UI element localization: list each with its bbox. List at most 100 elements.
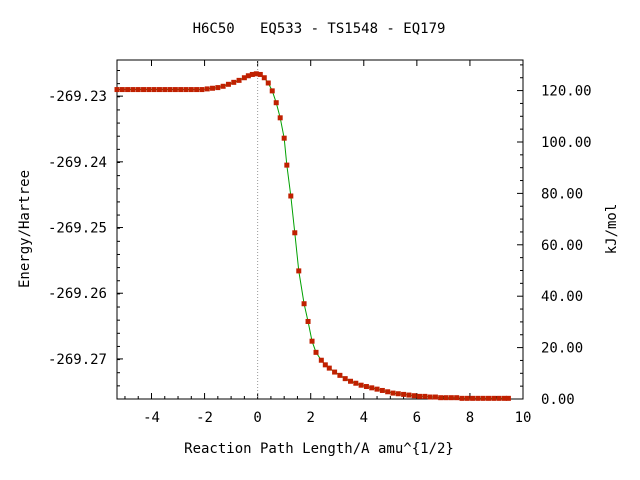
y2-tick-label: 80.00 xyxy=(541,186,583,202)
data-point xyxy=(204,86,210,92)
data-point xyxy=(292,230,298,236)
y2-tick-label: 100.00 xyxy=(541,135,592,151)
y-tick-label: -269.27 xyxy=(48,352,107,368)
data-point xyxy=(411,393,417,399)
data-point xyxy=(199,87,205,93)
data-point xyxy=(241,75,247,81)
data-point xyxy=(358,382,364,388)
data-point xyxy=(236,77,242,83)
data-point xyxy=(249,71,255,77)
data-point xyxy=(348,378,354,384)
data-point xyxy=(146,87,152,93)
x-axis-label: Reaction Path Length/A amu^{1/2} xyxy=(184,441,454,457)
y2-tick-label: 120.00 xyxy=(541,84,592,100)
data-point xyxy=(395,391,401,397)
data-point xyxy=(210,85,216,91)
data-point xyxy=(454,395,460,401)
data-point xyxy=(322,362,328,368)
data-point xyxy=(385,389,391,395)
data-point xyxy=(265,80,271,86)
data-point xyxy=(337,372,343,378)
series-layer xyxy=(114,60,511,401)
data-point xyxy=(284,162,290,168)
data-point xyxy=(288,193,294,199)
data-point xyxy=(480,395,486,401)
data-point xyxy=(183,87,189,93)
data-point xyxy=(374,386,380,392)
data-point xyxy=(363,384,369,390)
data-point xyxy=(496,395,502,401)
y2-tick-label: 60.00 xyxy=(541,238,583,254)
data-point xyxy=(135,87,141,93)
data-point xyxy=(277,115,283,121)
data-point xyxy=(318,357,324,363)
data-point xyxy=(443,395,449,401)
y-tick-label: -269.23 xyxy=(48,89,107,105)
data-point xyxy=(406,392,412,398)
data-point xyxy=(501,395,507,401)
x-tick-label: 6 xyxy=(413,410,421,426)
y-axis-label: Energy/Hartree xyxy=(17,170,33,288)
data-point xyxy=(167,87,173,93)
data-point xyxy=(326,365,332,371)
data-point xyxy=(301,301,307,307)
data-point xyxy=(353,380,359,386)
data-point xyxy=(369,385,375,391)
data-point xyxy=(332,369,338,375)
x-tick-label: 2 xyxy=(306,410,314,426)
data-point xyxy=(253,71,259,77)
y2-tick-label: 40.00 xyxy=(541,289,583,305)
data-point xyxy=(464,395,470,401)
data-point xyxy=(130,87,136,93)
y2-tick-label: 20.00 xyxy=(541,341,583,357)
data-point xyxy=(269,88,275,94)
data-point xyxy=(273,100,279,106)
ticks-layer: -4 -2 0 2 4 6 8 10 -269.23 -269.24 -269.25 -269.26 -… xyxy=(48,60,592,426)
data-point xyxy=(281,135,287,141)
data-point xyxy=(417,393,423,399)
data-point xyxy=(491,395,497,401)
data-point xyxy=(475,395,481,401)
data-point xyxy=(119,87,125,93)
x-tick-label: 4 xyxy=(360,410,368,426)
data-point xyxy=(215,85,221,91)
data-point xyxy=(401,391,407,397)
energy-path-line xyxy=(117,73,509,399)
data-point xyxy=(342,376,348,382)
data-point xyxy=(141,87,147,93)
data-point xyxy=(470,395,476,401)
data-point xyxy=(427,394,433,400)
data-point xyxy=(188,87,194,93)
y-tick-label: -269.24 xyxy=(48,155,107,171)
data-point xyxy=(309,338,315,344)
data-point xyxy=(125,87,131,93)
data-point xyxy=(231,79,237,85)
x-tick-label: 0 xyxy=(253,410,261,426)
chart-title: H6C50 EQ533 - TS1548 - EQ179 xyxy=(193,21,446,37)
data-point xyxy=(422,393,428,399)
y2-axis-label: kJ/mol xyxy=(604,204,620,255)
x-tick-label: 8 xyxy=(466,410,474,426)
x-tick-label: -4 xyxy=(143,410,160,426)
data-point xyxy=(151,87,157,93)
data-point xyxy=(379,387,385,393)
data-point xyxy=(438,395,444,401)
data-point xyxy=(162,87,168,93)
data-point xyxy=(114,87,120,93)
data-point xyxy=(459,395,465,401)
data-point xyxy=(261,75,267,81)
data-point xyxy=(156,87,162,93)
y2-tick-label: 0.00 xyxy=(541,392,575,408)
data-point xyxy=(257,71,263,77)
data-point xyxy=(194,87,200,93)
data-point xyxy=(432,394,438,400)
data-point xyxy=(172,87,178,93)
y-tick-label: -269.25 xyxy=(48,221,107,237)
data-point xyxy=(245,73,251,79)
data-point xyxy=(486,395,492,401)
data-point xyxy=(313,349,319,355)
data-point xyxy=(220,83,226,89)
data-point xyxy=(390,390,396,396)
